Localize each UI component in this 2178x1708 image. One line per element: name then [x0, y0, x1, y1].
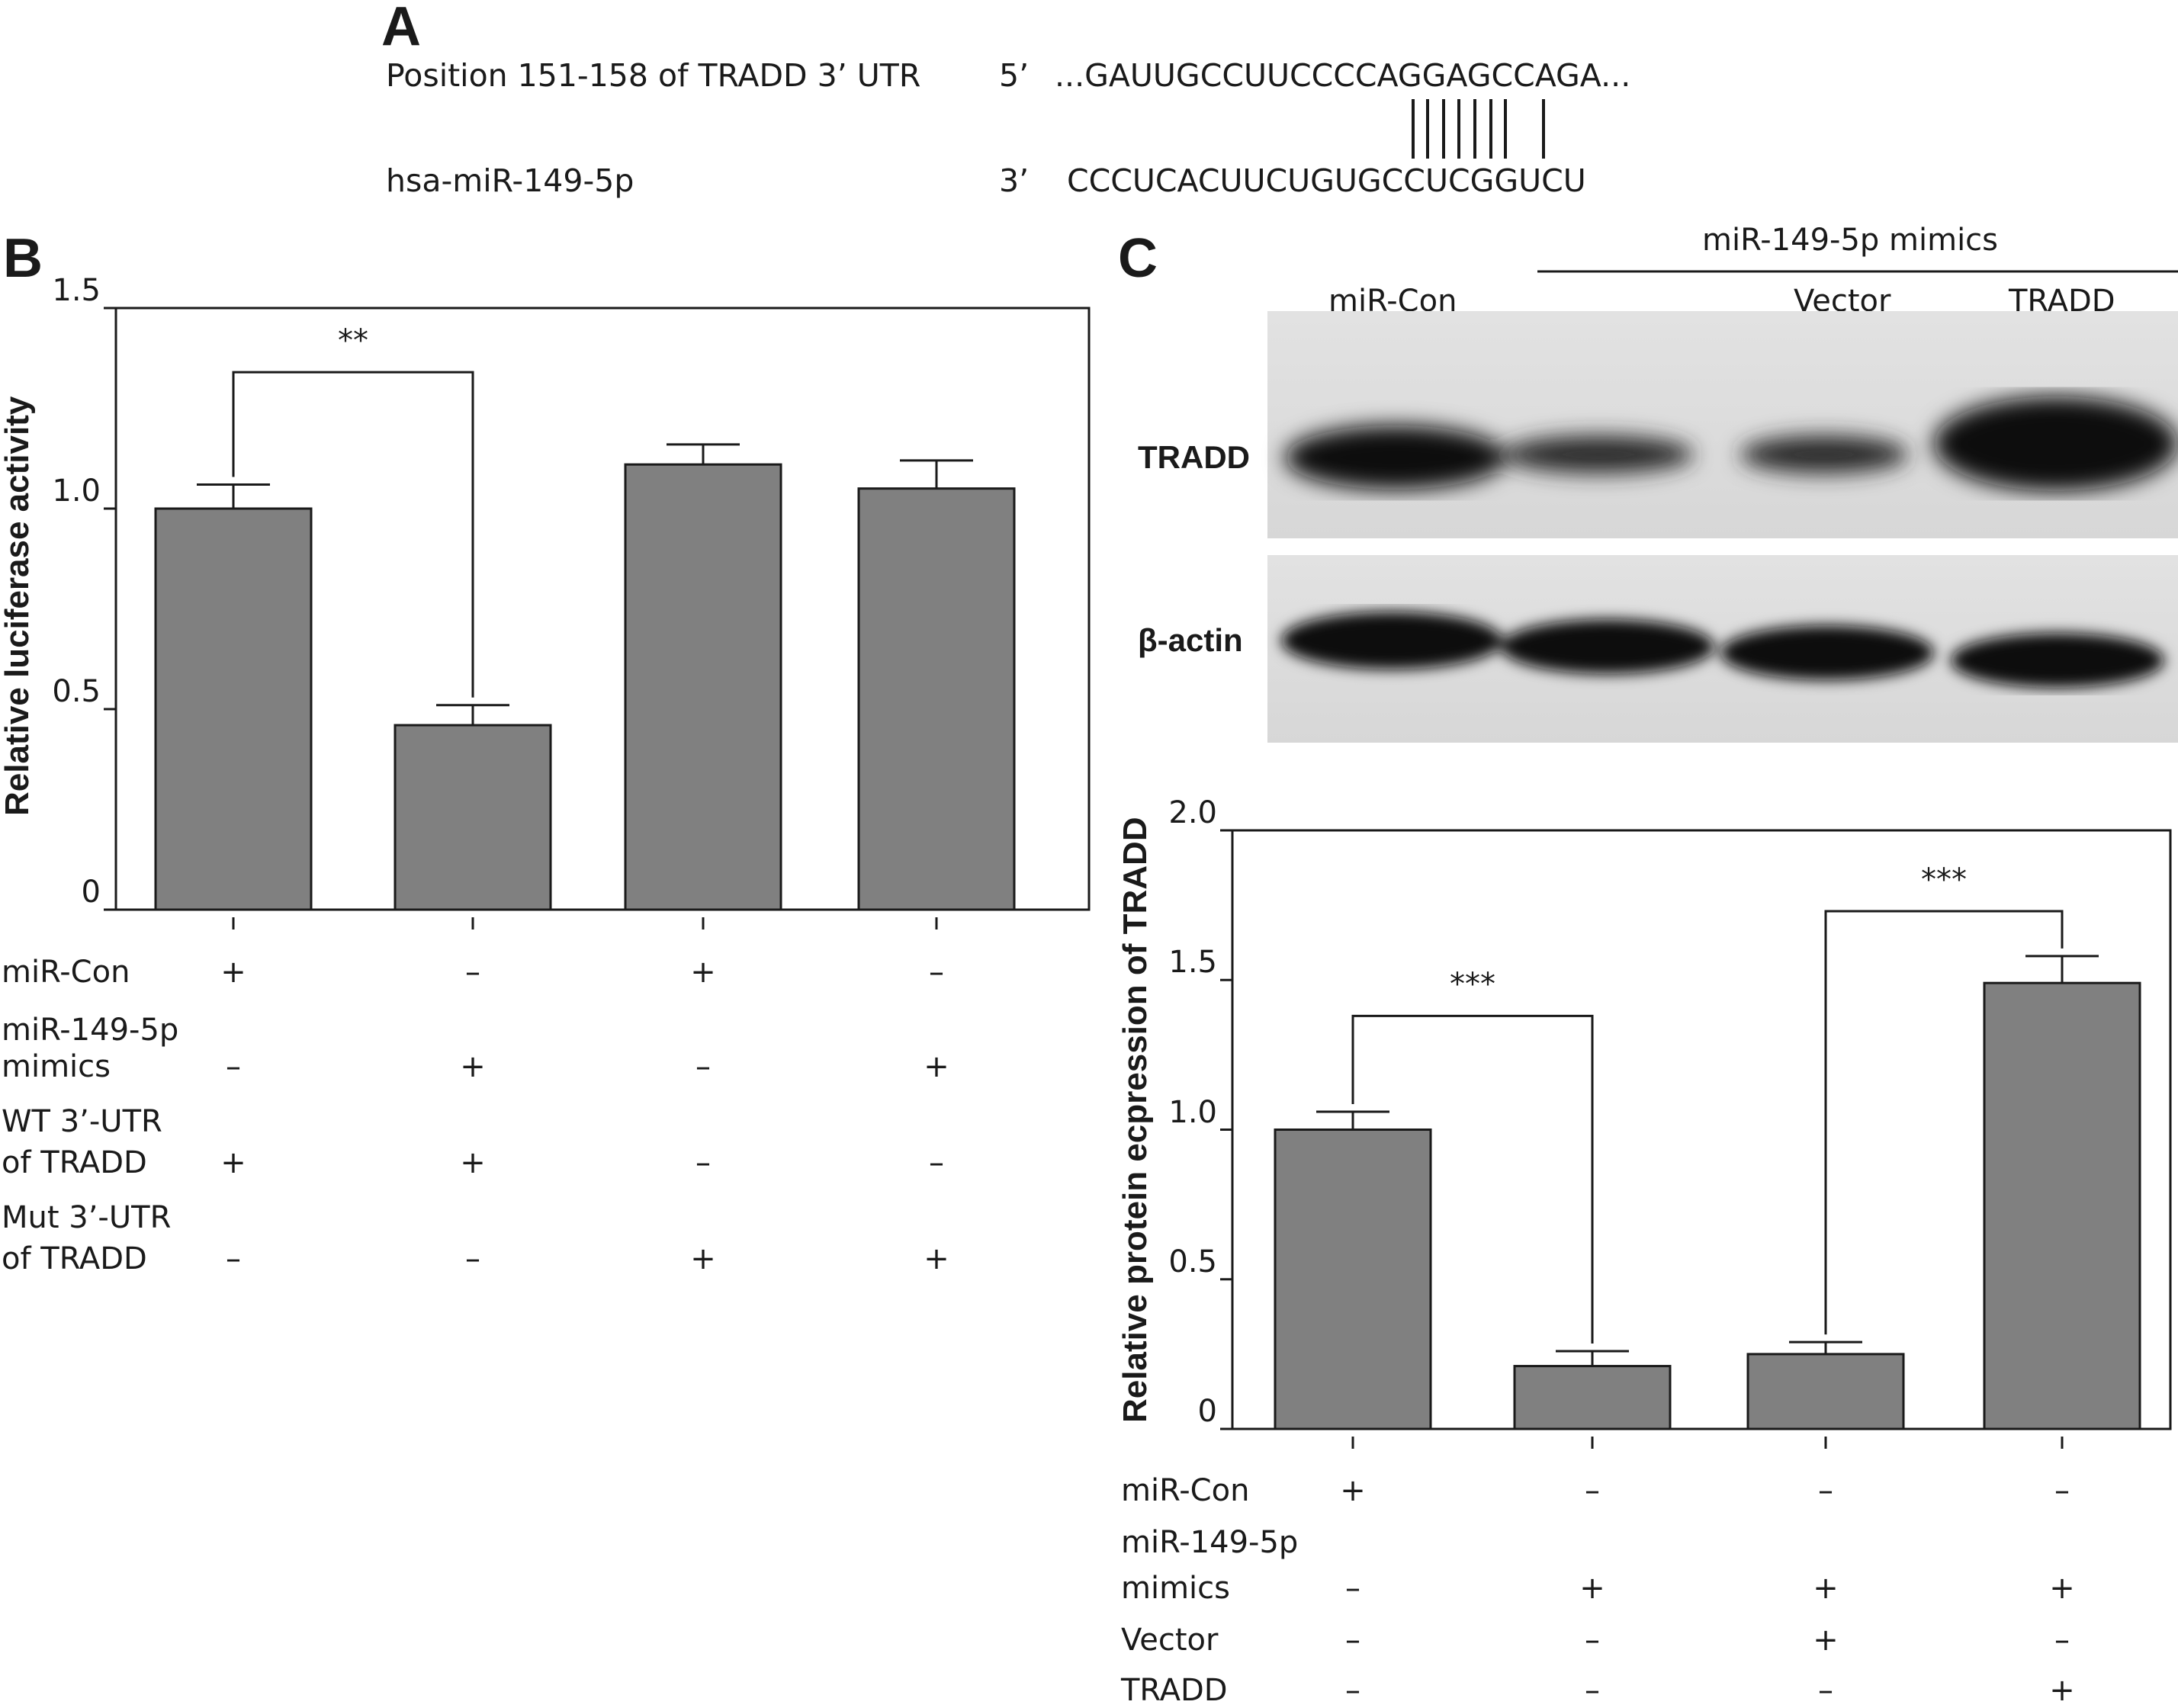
panel-b-condition-sign: +	[690, 955, 716, 990]
panel-b-y-tick-label: 1.0	[52, 474, 101, 509]
panel-b-significance-stars-1: **	[338, 323, 368, 359]
panel-c-bar-3	[1746, 1353, 1905, 1430]
panel-c-condition-sign: +	[1813, 1623, 1839, 1658]
panel-b-condition-sign: –	[929, 1145, 944, 1180]
panel-b-letter: B	[3, 228, 43, 289]
panel-b-condition-label: mimics	[2, 1049, 111, 1084]
panel-c-condition-sign: –	[1585, 1623, 1600, 1658]
mirna-3prime-marker: 3’	[999, 162, 1030, 199]
panel-c-condition-sign: –	[1585, 1473, 1600, 1508]
panel-b-bar-3	[624, 463, 782, 911]
panel-b-condition-sign: +	[220, 955, 246, 990]
panel-c-condition-label: mimics	[1121, 1571, 1230, 1606]
panel-c-bar-4	[1983, 981, 2141, 1430]
panel-c-condition-sign: +	[2049, 1571, 2075, 1606]
panel-b-condition-sign: +	[220, 1145, 246, 1180]
panel-b-condition-sign: +	[460, 1049, 486, 1084]
panel-c-y-tick-label: 0.5	[1168, 1244, 1217, 1279]
panel-b-bar-4	[857, 487, 1016, 911]
panel-b-condition-label: miR-149-5p	[2, 1013, 179, 1048]
panel-b-significance-bracket-1	[232, 371, 474, 698]
utr-5prime-marker: 5’	[999, 57, 1030, 94]
panel-b-bar-2	[394, 724, 552, 911]
panel-c-condition-sign: –	[1818, 1473, 1833, 1508]
panel-c-condition-sign: +	[2049, 1673, 2075, 1708]
panel-b-condition-sign: +	[460, 1145, 486, 1180]
panel-a-letter: A	[381, 0, 421, 57]
panel-c-condition-label: miR-Con	[1121, 1473, 1250, 1508]
panel-b-condition-sign: –	[465, 955, 480, 990]
panel-b-condition-label: of TRADD	[2, 1145, 147, 1180]
panel-b-condition-sign: –	[226, 1241, 241, 1276]
panel-c-condition-sign: –	[2054, 1623, 2070, 1658]
panel-b-condition-sign: –	[695, 1145, 711, 1180]
panel-c-y-tick-label: 1.0	[1168, 1094, 1217, 1130]
panel-c-condition-sign: –	[1345, 1673, 1360, 1708]
panel-b-condition-sign: –	[465, 1241, 480, 1276]
panel-b-condition-label: of TRADD	[2, 1241, 147, 1276]
panel-c-condition-sign: +	[1579, 1571, 1605, 1606]
utr-sequence: ...GAUUGCCUUCCCCAGGAGCCAGA...	[1055, 57, 1631, 94]
panel-b-condition-sign: +	[924, 1049, 949, 1084]
mirna-sequence: CCCUCACUUCUGUGCCUCGGUCU	[1067, 162, 1586, 199]
panel-b-condition-sign: –	[226, 1049, 241, 1084]
panel-c-significance-stars-2: ***	[1921, 862, 1967, 897]
panel-c-significance-stars-1: ***	[1450, 967, 1495, 1003]
panel-c-letter: C	[1118, 228, 1158, 289]
blot-label-tradd: TRADD	[1138, 439, 1250, 475]
panel-c-condition-sign: –	[1585, 1673, 1600, 1708]
panel-c-condition-sign: –	[1818, 1673, 1833, 1708]
panel-c-y-tick-label: 2.0	[1168, 795, 1217, 830]
blot-label-beta-actin: β-actin	[1138, 622, 1243, 658]
panel-c-condition-label: Vector	[1121, 1623, 1219, 1658]
panel-c-condition-sign: –	[2054, 1473, 2070, 1508]
panel-b-y-tick-label: 1.5	[52, 273, 101, 308]
blot-group-header: miR-149-5p mimics	[1702, 223, 1999, 258]
panel-b-y-tick-label: 0	[81, 875, 101, 910]
panel-c-condition-sign: –	[1345, 1623, 1360, 1658]
panel-b-condition-label: miR-Con	[2, 955, 130, 990]
panel-c-y-tick-label: 1.5	[1168, 945, 1217, 981]
panel-c-condition-label: miR-149-5p	[1121, 1525, 1299, 1560]
panel-b-condition-sign: –	[929, 955, 944, 990]
panel-b-plot-frame	[114, 307, 1091, 911]
panel-c-significance-bracket-1	[1351, 1014, 1594, 1344]
panel-b-condition-label: Mut 3’-UTR	[2, 1200, 172, 1235]
panel-c-condition-sign: –	[1345, 1571, 1360, 1606]
panel-c-condition-sign: +	[1340, 1473, 1366, 1508]
panel-b-bar-1	[154, 507, 313, 911]
panel-c-bar-1	[1274, 1128, 1432, 1430]
panel-b-condition-sign: +	[690, 1241, 716, 1276]
mirna-name-label: hsa-miR-149-5p	[386, 162, 634, 199]
panel-c-y-tick-label: 0	[1197, 1394, 1217, 1429]
panel-b-condition-sign: –	[695, 1049, 711, 1084]
panel-b-condition-sign: +	[924, 1241, 949, 1276]
panel-c-condition-sign: +	[1813, 1571, 1839, 1606]
panel-b-y-tick-label: 0.5	[52, 674, 101, 709]
panel-c-condition-label: TRADD	[1121, 1673, 1228, 1708]
panel-b-condition-label: WT 3’-UTR	[2, 1104, 162, 1139]
panel-c-significance-bracket-2	[1824, 910, 2064, 1335]
utr-position-label: Position 151-158 of TRADD 3’ UTR	[386, 57, 921, 94]
panel-c-bar-2	[1513, 1365, 1672, 1430]
